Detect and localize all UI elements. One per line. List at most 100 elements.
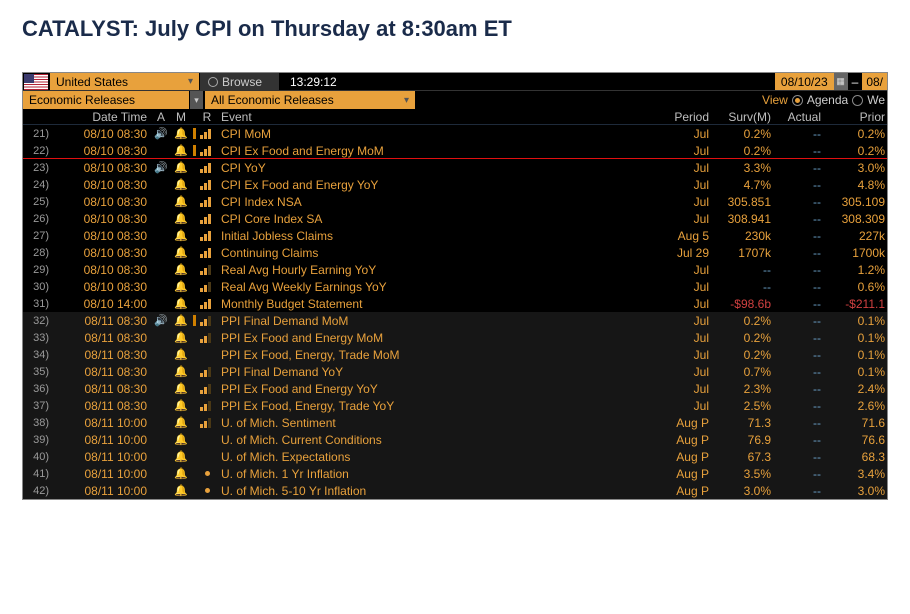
cell-audio[interactable]: [151, 261, 171, 278]
cell-relevance[interactable]: [197, 278, 217, 295]
table-row[interactable]: 31)08/10 14:00🔔Monthly Budget StatementJ…: [23, 295, 887, 312]
row-event[interactable]: Initial Jobless Claims: [217, 227, 659, 244]
hdr-actual[interactable]: Actual: [777, 109, 827, 124]
cell-relevance[interactable]: [197, 193, 217, 210]
country-dropdown[interactable]: United States ▾: [50, 73, 200, 90]
table-row[interactable]: 42)08/11 10:00🔔U. of Mich. 5-10 Yr Infla…: [23, 482, 887, 499]
cell-alert[interactable]: 🔔: [171, 159, 191, 176]
cell-audio[interactable]: [151, 414, 171, 431]
cell-alert[interactable]: 🔔: [171, 482, 191, 499]
hdr-datetime[interactable]: Date Time: [51, 109, 151, 124]
table-row[interactable]: 21)08/10 08:30🔊🔔CPI MoMJul0.2%--0.2%: [23, 125, 887, 142]
cell-alert[interactable]: 🔔: [171, 312, 191, 329]
cell-relevance[interactable]: [197, 210, 217, 227]
cell-alert[interactable]: 🔔: [171, 448, 191, 465]
table-row[interactable]: 37)08/11 08:30🔔PPI Ex Food, Energy, Trad…: [23, 397, 887, 414]
cell-relevance[interactable]: [197, 142, 217, 159]
hdr-m[interactable]: M: [171, 109, 191, 124]
row-event[interactable]: PPI Ex Food and Energy YoY: [217, 380, 659, 397]
table-row[interactable]: 29)08/10 08:30🔔Real Avg Hourly Earning Y…: [23, 261, 887, 278]
table-row[interactable]: 39)08/11 10:00🔔U. of Mich. Current Condi…: [23, 431, 887, 448]
cell-relevance[interactable]: [197, 244, 217, 261]
row-event[interactable]: CPI YoY: [217, 159, 659, 176]
row-event[interactable]: U. of Mich. Sentiment: [217, 414, 659, 431]
cell-alert[interactable]: 🔔: [171, 295, 191, 312]
cell-audio[interactable]: [151, 210, 171, 227]
browse-button[interactable]: Browse: [200, 73, 280, 90]
radio-weekly[interactable]: [852, 95, 863, 106]
cell-alert[interactable]: 🔔: [171, 210, 191, 227]
cell-relevance[interactable]: [197, 312, 217, 329]
row-event[interactable]: Monthly Budget Statement: [217, 295, 659, 312]
cell-alert[interactable]: 🔔: [171, 346, 191, 363]
table-row[interactable]: 32)08/11 08:30🔊🔔PPI Final Demand MoMJul0…: [23, 312, 887, 329]
cell-relevance[interactable]: [197, 448, 217, 465]
table-row[interactable]: 23)08/10 08:30🔊🔔CPI YoYJul3.3%--3.0%: [23, 159, 887, 176]
cell-relevance[interactable]: [197, 159, 217, 176]
all-releases-dropdown[interactable]: All Economic Releases ▾: [205, 91, 415, 109]
date-to-input[interactable]: 08/: [862, 73, 887, 90]
cell-audio[interactable]: [151, 482, 171, 499]
cell-audio[interactable]: [151, 142, 171, 159]
cell-alert[interactable]: 🔔: [171, 329, 191, 346]
cell-audio[interactable]: [151, 431, 171, 448]
table-row[interactable]: 22)08/10 08:30🔔CPI Ex Food and Energy Mo…: [23, 142, 887, 159]
table-row[interactable]: 25)08/10 08:30🔔CPI Index NSAJul305.851--…: [23, 193, 887, 210]
row-event[interactable]: U. of Mich. Current Conditions: [217, 431, 659, 448]
table-row[interactable]: 28)08/10 08:30🔔Continuing ClaimsJul 2917…: [23, 244, 887, 261]
opt-weekly[interactable]: We: [867, 93, 885, 107]
hdr-a[interactable]: A: [151, 109, 171, 124]
row-event[interactable]: Real Avg Hourly Earning YoY: [217, 261, 659, 278]
row-event[interactable]: Continuing Claims: [217, 244, 659, 261]
table-row[interactable]: 33)08/11 08:30🔔PPI Ex Food and Energy Mo…: [23, 329, 887, 346]
cell-relevance[interactable]: [197, 380, 217, 397]
row-event[interactable]: PPI Ex Food and Energy MoM: [217, 329, 659, 346]
cell-alert[interactable]: 🔔: [171, 244, 191, 261]
cell-alert[interactable]: 🔔: [171, 414, 191, 431]
cell-audio[interactable]: [151, 244, 171, 261]
row-event[interactable]: CPI Index NSA: [217, 193, 659, 210]
table-row[interactable]: 38)08/11 10:00🔔U. of Mich. SentimentAug …: [23, 414, 887, 431]
cell-relevance[interactable]: [197, 176, 217, 193]
cell-relevance[interactable]: [197, 414, 217, 431]
table-row[interactable]: 27)08/10 08:30🔔Initial Jobless ClaimsAug…: [23, 227, 887, 244]
row-event[interactable]: PPI Final Demand MoM: [217, 312, 659, 329]
cell-audio[interactable]: 🔊: [151, 125, 171, 142]
cell-alert[interactable]: 🔔: [171, 193, 191, 210]
row-event[interactable]: PPI Ex Food, Energy, Trade YoY: [217, 397, 659, 414]
cell-audio[interactable]: [151, 380, 171, 397]
cell-alert[interactable]: 🔔: [171, 227, 191, 244]
row-event[interactable]: U. of Mich. 1 Yr Inflation: [217, 465, 659, 482]
cell-relevance[interactable]: [197, 431, 217, 448]
releases-dropdown[interactable]: Economic Releases: [23, 91, 189, 109]
date-from-input[interactable]: 08/10/23: [775, 73, 834, 90]
opt-agenda[interactable]: Agenda: [807, 93, 848, 107]
row-event[interactable]: PPI Ex Food, Energy, Trade MoM: [217, 346, 659, 363]
cell-relevance[interactable]: [197, 363, 217, 380]
table-row[interactable]: 36)08/11 08:30🔔PPI Ex Food and Energy Yo…: [23, 380, 887, 397]
cell-relevance[interactable]: [197, 261, 217, 278]
cell-relevance[interactable]: [197, 329, 217, 346]
table-row[interactable]: 30)08/10 08:30🔔Real Avg Weekly Earnings …: [23, 278, 887, 295]
row-event[interactable]: U. of Mich. 5-10 Yr Inflation: [217, 482, 659, 499]
cell-audio[interactable]: [151, 465, 171, 482]
hdr-r[interactable]: R: [197, 109, 217, 124]
row-event[interactable]: PPI Final Demand YoY: [217, 363, 659, 380]
cell-alert[interactable]: 🔔: [171, 176, 191, 193]
table-row[interactable]: 35)08/11 08:30🔔PPI Final Demand YoYJul0.…: [23, 363, 887, 380]
cell-alert[interactable]: 🔔: [171, 397, 191, 414]
cell-relevance[interactable]: [197, 295, 217, 312]
cell-relevance[interactable]: [197, 397, 217, 414]
cell-alert[interactable]: 🔔: [171, 278, 191, 295]
cell-alert[interactable]: 🔔: [171, 363, 191, 380]
cell-relevance[interactable]: [197, 346, 217, 363]
hdr-prior[interactable]: Prior: [827, 109, 887, 124]
releases-dd-button[interactable]: ▾: [189, 91, 203, 109]
cell-audio[interactable]: [151, 278, 171, 295]
cell-relevance[interactable]: [197, 482, 217, 499]
cell-audio[interactable]: [151, 363, 171, 380]
row-event[interactable]: CPI Ex Food and Energy MoM: [217, 142, 659, 159]
cell-alert[interactable]: 🔔: [171, 465, 191, 482]
calendar-icon[interactable]: ▦: [834, 73, 848, 90]
row-event[interactable]: Real Avg Weekly Earnings YoY: [217, 278, 659, 295]
